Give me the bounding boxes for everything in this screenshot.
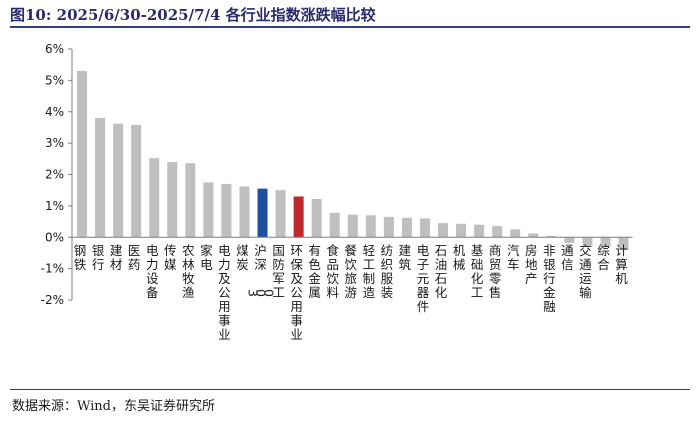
- y-tick-label: -1%: [41, 262, 64, 276]
- bar: [257, 188, 268, 238]
- bar: [401, 217, 412, 238]
- category-label: 综合: [597, 243, 610, 272]
- bar: [311, 198, 322, 238]
- bar: [275, 190, 286, 238]
- bar: [546, 235, 557, 238]
- category-label: 房地产: [525, 243, 538, 286]
- category-label: 纺织服装: [381, 243, 394, 300]
- category-label: 医药: [128, 243, 141, 272]
- category-label: 家电: [200, 243, 213, 272]
- category-label: 环保及公用事业: [290, 243, 303, 342]
- y-tick-label: 2%: [45, 168, 64, 182]
- category-label: 机械: [453, 243, 466, 272]
- category-label: 餐饮旅游: [345, 243, 358, 300]
- category-label: 建材: [110, 243, 123, 272]
- category-label: 沪深 300: [246, 243, 277, 297]
- category-label: 有色金属: [308, 243, 321, 300]
- bar: [564, 237, 575, 243]
- category-label: 商贸零售: [489, 243, 502, 300]
- bar: [293, 196, 304, 238]
- bar: [419, 218, 430, 238]
- category-label: 银行: [92, 243, 105, 272]
- y-axis: -2% -1% 0% 1% 2% 3% 4% 5% 6%: [41, 42, 73, 307]
- category-label: 农林牧渔: [182, 243, 195, 300]
- bar: [185, 163, 196, 238]
- category-label: 电力及公用事业: [218, 243, 231, 342]
- category-label: 汽车: [507, 243, 520, 272]
- bar: [131, 124, 142, 238]
- category-label: 电子元器件: [417, 243, 430, 314]
- bar: [474, 224, 485, 238]
- category-label: 石油石化: [435, 243, 448, 300]
- bar: [510, 229, 521, 238]
- category-label: 计算机: [615, 243, 628, 286]
- bar: [347, 214, 358, 238]
- category-label: 通信: [561, 243, 574, 272]
- bar: [383, 216, 394, 238]
- category-label: 国防军工: [272, 243, 285, 300]
- bar: [95, 118, 106, 238]
- category-label: 传媒: [164, 243, 177, 272]
- bar: [438, 223, 449, 238]
- category-label: 食品饮料: [326, 243, 339, 300]
- y-tick-label: 0%: [45, 230, 64, 244]
- source-note: 数据来源：Wind，东吴证券研究所: [12, 399, 215, 414]
- bar: [329, 212, 340, 238]
- category-label: 非银行金融: [543, 243, 556, 314]
- y-tick-label: 6%: [45, 42, 64, 56]
- y-tick-label: -2%: [41, 293, 64, 307]
- category-label: 钢铁: [74, 243, 87, 272]
- category-label: 交通运输: [579, 243, 592, 300]
- title-rule: [10, 26, 690, 28]
- figure-title: 图10: 2025/6/30-2025/7/4 各行业指数涨跌幅比较: [10, 6, 376, 24]
- category-label: 电力设备: [146, 243, 159, 300]
- y-tick-label: 3%: [45, 136, 64, 150]
- bar: [203, 182, 214, 238]
- source-rule: [10, 389, 690, 390]
- bar: [113, 123, 124, 238]
- bar: [239, 186, 250, 238]
- y-tick-label: 4%: [45, 105, 64, 119]
- bar: [618, 237, 629, 250]
- bar: [77, 70, 88, 238]
- bar: [149, 158, 160, 238]
- bar: [528, 233, 539, 238]
- y-tick-label: 5%: [45, 73, 64, 87]
- bar: [492, 225, 503, 238]
- bars: [72, 70, 633, 250]
- bar: [221, 183, 232, 238]
- category-label: 轻工制造: [363, 243, 376, 300]
- category-label: 基础化工: [471, 243, 484, 300]
- bar: [600, 237, 611, 248]
- bar: [167, 161, 178, 238]
- y-tick-label: 1%: [45, 199, 64, 213]
- category-label: 煤炭: [236, 243, 249, 272]
- bar: [456, 223, 467, 238]
- bar: [582, 237, 593, 247]
- category-label: 建筑: [399, 243, 412, 272]
- bar: [365, 215, 376, 238]
